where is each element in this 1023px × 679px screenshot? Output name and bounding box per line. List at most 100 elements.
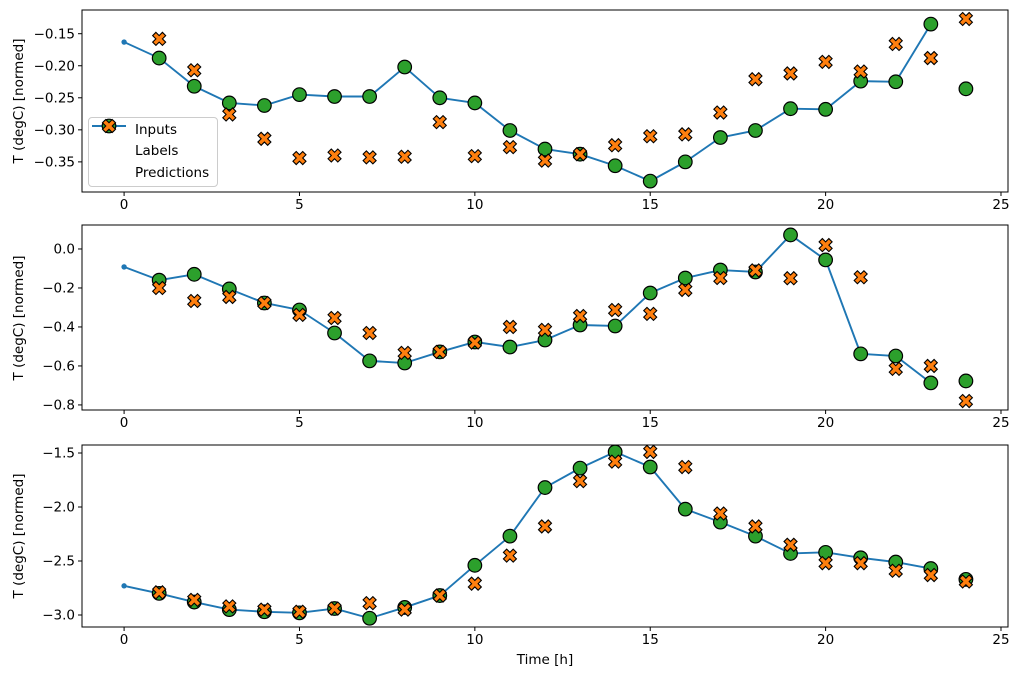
labels-marker [151, 50, 167, 66]
predictions-marker [292, 150, 307, 166]
inputs-point [121, 583, 127, 589]
predictions-marker [713, 506, 728, 521]
inputs-point [121, 39, 127, 45]
predictions-marker [327, 148, 342, 163]
axes-frame [81, 9, 1009, 193]
labels-marker [607, 318, 623, 334]
predictions-marker [467, 576, 483, 591]
labels-marker [677, 270, 693, 286]
predictions-marker [958, 574, 974, 589]
labels-marker [397, 59, 413, 75]
inputs-point [121, 264, 127, 270]
labels-marker [712, 130, 728, 145]
predictions-marker [151, 585, 167, 600]
predictions-marker [748, 519, 763, 534]
x-tick-label: 0 [120, 197, 129, 213]
predictions-marker [432, 114, 448, 130]
labels-marker [362, 89, 378, 104]
labels-marker [677, 154, 693, 170]
predictions-marker [748, 71, 763, 87]
predictions-marker [397, 345, 412, 361]
axes-frame [81, 224, 1009, 411]
x-tick-label: 20 [817, 197, 834, 213]
predictions-marker-sample [101, 118, 117, 134]
predictions-marker [151, 31, 167, 47]
labels-marker [432, 90, 448, 106]
labels-marker [362, 353, 378, 369]
predictions-marker [678, 459, 693, 475]
predictions-marker [642, 128, 658, 144]
y-tick-label: −0.30 [34, 122, 75, 138]
predictions-marker [853, 555, 868, 571]
legend-item-labels: Labels [89, 118, 217, 162]
labels-marker [923, 16, 939, 32]
inputs-line [123, 233, 932, 384]
x-tick-label: 5 [295, 197, 304, 213]
inputs-line [123, 23, 932, 183]
labels-marker [502, 123, 518, 138]
predictions-marker [502, 319, 518, 335]
x-tick-label: 15 [642, 632, 659, 648]
predictions-marker [502, 139, 518, 155]
predictions-marker [397, 602, 412, 617]
x-axis-label: Time [h] [516, 652, 574, 668]
axes-frame [81, 444, 1009, 628]
predictions-marker [958, 393, 974, 409]
labels-marker [327, 89, 342, 104]
y-tick-label: −0.25 [34, 90, 75, 106]
x-tick-label: 0 [120, 632, 129, 648]
predictions-marker [572, 308, 588, 324]
y-axis-label-middle: T (degC) [normed] [11, 255, 27, 381]
x-tick-label: 25 [992, 632, 1009, 648]
subplot-1: 0 5 10 15 20 25 −0.15 −0.20 −0.25 −0.30 −0.35 [34, 9, 1010, 213]
y-axis-label-bottom: T (degC) [normed] [11, 473, 27, 599]
labels-marker [853, 346, 869, 362]
labels-marker [642, 173, 658, 189]
legend-label-inputs: Inputs [135, 121, 177, 138]
labels-marker [818, 252, 834, 268]
y-tick-label: −0.35 [34, 154, 75, 170]
y-tick-label: −0.4 [42, 320, 75, 336]
labels-marker [467, 95, 483, 111]
predictions-marker [748, 263, 763, 278]
predictions-marker [432, 344, 448, 360]
labels-marker [537, 141, 553, 157]
y-tick-label: −0.8 [42, 398, 75, 414]
x-tick-label: 5 [295, 415, 304, 431]
labels-marker [642, 459, 658, 475]
predictions-marker [923, 50, 939, 66]
labels-marker [292, 87, 307, 102]
predictions-marker [607, 454, 623, 469]
predictions-marker [572, 146, 588, 162]
predictions-marker [783, 270, 798, 286]
predictions-marker [888, 361, 904, 377]
predictions-marker [362, 150, 377, 165]
legend-label-labels: Labels [135, 143, 179, 160]
x-tick-label: 5 [295, 632, 304, 648]
predictions-marker [257, 295, 272, 311]
predictions-marker [642, 444, 658, 460]
predictions-marker [783, 66, 798, 81]
y-tick-label: −0.6 [42, 359, 75, 375]
predictions-marker [467, 148, 483, 164]
labels-marker [362, 610, 378, 626]
predictions-marker [818, 237, 833, 253]
labels-marker [327, 325, 342, 341]
x-tick-label: 20 [817, 632, 834, 648]
labels-marker [642, 285, 658, 301]
x-tick-label: 25 [992, 415, 1009, 431]
predictions-marker [783, 537, 798, 553]
labels-marker [256, 98, 272, 113]
x-tick-label: 10 [466, 197, 483, 213]
predictions-marker [607, 302, 623, 318]
subplot-2: 0 5 10 15 20 25 0.0 −0.2 −0.4 −0.6 −0.8 [42, 224, 1010, 431]
predictions-marker [537, 153, 553, 168]
labels-marker [748, 123, 763, 138]
x-tick-label: 20 [817, 415, 834, 431]
predictions-marker [222, 599, 237, 614]
labels-marker [607, 158, 623, 174]
labels-marker [818, 101, 834, 117]
predictions-marker [888, 36, 904, 52]
